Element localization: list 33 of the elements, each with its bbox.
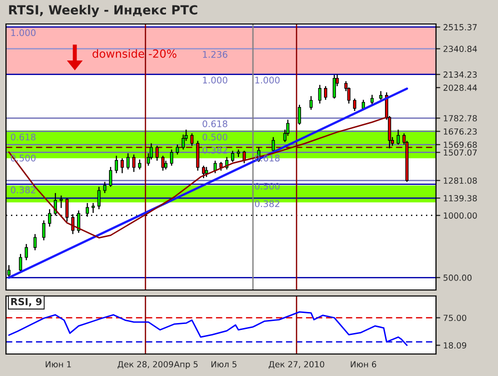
- y-tick-label: 1000.00: [444, 212, 477, 219]
- y-tick-label: 2515.37: [444, 24, 477, 30]
- y-tick-label: 2028.44: [444, 84, 477, 91]
- x-tick-label: Дек 27, 2010: [268, 361, 324, 369]
- y-tick-label: 1782.78: [444, 115, 477, 122]
- annotation: 0.618: [202, 120, 228, 128]
- x-tick-label: Июн 1: [46, 361, 71, 368]
- annotation: 0.382: [10, 186, 36, 194]
- annotation: 1.236: [203, 51, 228, 58]
- y-tick-label: 2340.84: [444, 46, 477, 52]
- y-tick-label: 1569.68: [444, 142, 477, 148]
- annotation: 1.000: [11, 29, 36, 36]
- y-tick-label: 1139.38: [444, 195, 477, 202]
- x-tick-label: Июл 5: [211, 361, 236, 368]
- y-tick-label: 1676.23: [444, 128, 477, 135]
- x-tick-label: Июн 6: [350, 361, 376, 368]
- chart-title: RSI, 9: [11, 298, 42, 307]
- y-tick-label: 1507.07: [444, 149, 477, 156]
- y-tick-label: 500.00: [444, 274, 472, 281]
- y-tick-label: 18.09: [444, 342, 466, 349]
- y-tick-label: 75.00: [444, 314, 466, 322]
- x-tick-label: Дек 28, 2009: [118, 361, 174, 369]
- chart-title: RTSI, Weekly - Индекс РТС: [9, 4, 198, 18]
- y-tick-label: 2134.23: [444, 71, 477, 78]
- x-tick-label: Апр 5: [174, 361, 198, 370]
- annotation: 0.618: [254, 154, 280, 162]
- annotation: 0.618: [10, 134, 36, 140]
- annotation: 1.000: [203, 76, 228, 84]
- y-tick-label: 1281.08: [444, 177, 477, 184]
- annotation: 0.500: [10, 154, 36, 162]
- annotation: 1.000: [255, 76, 280, 84]
- annotation: 0.500: [202, 134, 228, 140]
- annotation: downside -20%: [92, 49, 176, 58]
